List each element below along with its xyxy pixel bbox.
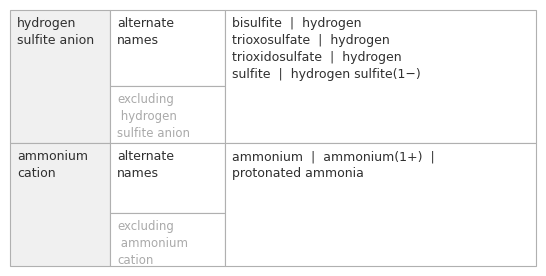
Bar	[10, 10, 110, 143]
Text: excluding
 hydrogen
sulfite anion: excluding hydrogen sulfite anion	[117, 93, 190, 140]
Bar	[110, 213, 225, 266]
Text: alternate
names: alternate names	[117, 150, 174, 180]
Bar	[110, 10, 225, 86]
Bar	[225, 143, 536, 266]
Text: bisulfite  |  hydrogen
trioxosulfate  |  hydrogen
trioxidosulfate  |  hydrogen
s: bisulfite | hydrogen trioxosulfate | hyd…	[232, 17, 421, 81]
Text: excluding
 ammonium
cation: excluding ammonium cation	[117, 220, 188, 267]
Bar	[110, 143, 225, 213]
Text: hydrogen
sulfite anion: hydrogen sulfite anion	[17, 17, 94, 47]
Text: ammonium
cation: ammonium cation	[17, 150, 88, 180]
Text: ammonium  |  ammonium(1+)  |
protonated ammonia: ammonium | ammonium(1+) | protonated amm…	[232, 150, 435, 180]
Bar	[225, 10, 536, 143]
Text: alternate
names: alternate names	[117, 17, 174, 47]
Bar	[10, 143, 110, 266]
Bar	[110, 86, 225, 143]
